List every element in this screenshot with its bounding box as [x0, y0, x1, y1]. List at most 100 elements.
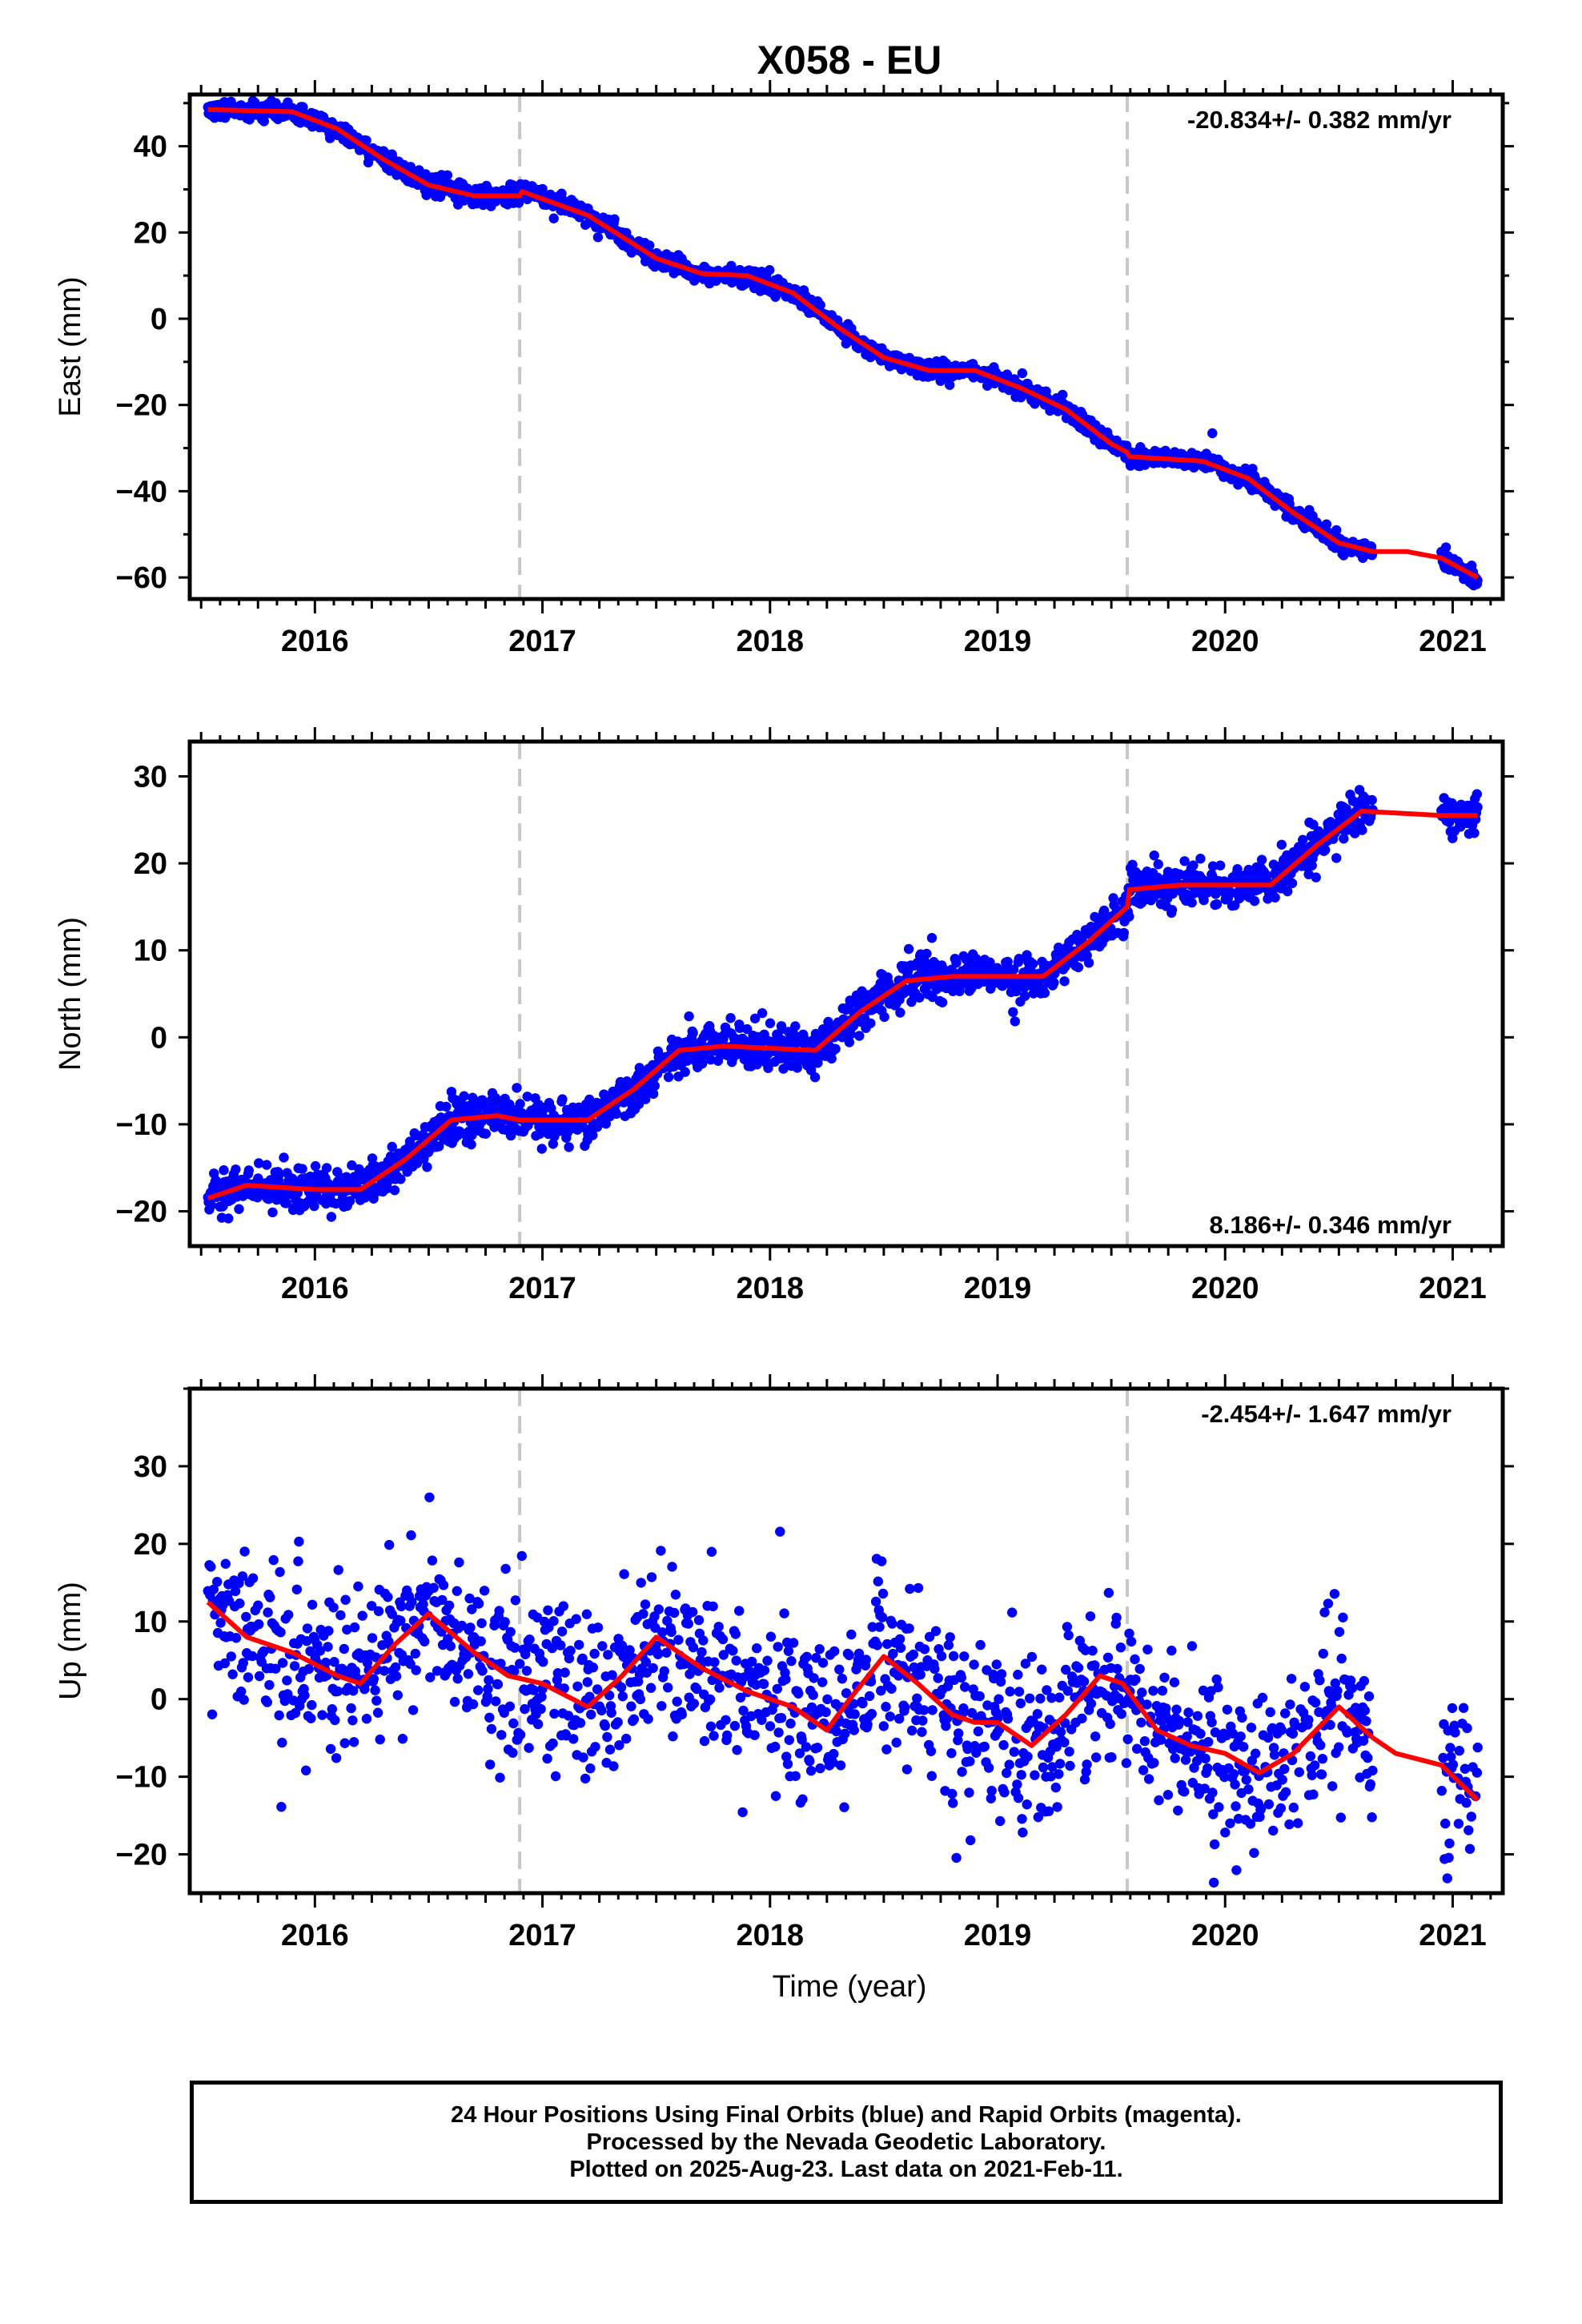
data-point	[589, 1648, 600, 1659]
data-point	[320, 1657, 331, 1668]
data-point	[619, 1569, 629, 1579]
data-point	[670, 1590, 681, 1600]
data-point	[973, 1726, 984, 1737]
data-point	[234, 1204, 244, 1214]
data-point	[238, 1658, 248, 1668]
data-point	[477, 1095, 488, 1105]
data-point	[805, 1766, 817, 1776]
data-point	[776, 1713, 787, 1723]
data-point	[396, 1615, 406, 1626]
data-point	[1017, 1814, 1027, 1824]
data-point	[219, 1658, 231, 1669]
data-point	[1030, 1770, 1040, 1780]
data-point	[297, 1164, 307, 1174]
data-point	[1188, 860, 1199, 870]
data-point	[1017, 368, 1028, 379]
data-point	[396, 1174, 406, 1184]
data-point	[714, 1683, 725, 1693]
data-point	[783, 1646, 794, 1656]
x-tick-label: 2020	[1191, 1272, 1259, 1305]
data-point	[947, 1788, 958, 1799]
data-point	[1047, 1762, 1058, 1772]
data-point	[781, 1674, 791, 1685]
data-point	[565, 1646, 576, 1656]
data-point	[1016, 1770, 1026, 1780]
data-point	[241, 1611, 251, 1622]
data-point	[663, 1072, 674, 1083]
data-point	[614, 1740, 624, 1751]
data-point	[1010, 1016, 1021, 1027]
x-tick-label: 2020	[1191, 625, 1259, 658]
data-point	[1249, 895, 1260, 907]
data-point	[895, 1007, 905, 1018]
data-point	[335, 1610, 346, 1621]
data-point	[877, 1556, 887, 1566]
x-tick-label: 2018	[737, 1272, 805, 1305]
data-point	[323, 1642, 333, 1652]
data-point	[1052, 1802, 1062, 1812]
data-point	[389, 1185, 400, 1196]
data-point	[226, 1651, 236, 1662]
data-point	[321, 1163, 332, 1173]
data-point	[293, 1556, 303, 1566]
data-point	[713, 1622, 724, 1632]
data-point	[770, 1791, 781, 1801]
data-point	[964, 1787, 974, 1798]
data-point	[231, 1633, 242, 1643]
data-point	[1124, 911, 1134, 922]
data-point	[499, 1707, 509, 1718]
data-point	[983, 1763, 994, 1773]
data-point	[408, 1705, 419, 1715]
data-point	[734, 1023, 745, 1033]
data-point	[722, 1730, 733, 1741]
data-point	[1009, 964, 1019, 975]
data-point	[826, 1053, 837, 1064]
data-point	[397, 1734, 408, 1744]
data-point	[1153, 859, 1163, 870]
data-point	[243, 1165, 254, 1176]
data-point	[477, 1666, 488, 1676]
data-point	[725, 1013, 736, 1023]
data-point	[279, 1152, 289, 1163]
data-point	[344, 1196, 355, 1206]
data-point	[687, 1606, 698, 1618]
data-point	[891, 1737, 901, 1748]
chart-title: X058 - EU	[757, 38, 942, 82]
data-point	[348, 1737, 359, 1747]
data-point	[905, 1583, 915, 1594]
data-point	[442, 170, 453, 180]
data-point	[873, 1576, 884, 1586]
data-point	[957, 1767, 967, 1777]
data-point	[1073, 962, 1084, 973]
data-point	[806, 1702, 817, 1713]
data-point	[303, 1663, 314, 1675]
data-point	[669, 1607, 680, 1618]
data-point	[468, 1699, 479, 1710]
data-point	[253, 1173, 263, 1184]
data-point	[835, 1760, 846, 1771]
data-point	[1166, 905, 1178, 915]
data-point	[558, 1601, 568, 1611]
data-point	[645, 1683, 656, 1693]
data-point	[737, 1807, 748, 1818]
data-point	[592, 1622, 604, 1633]
data-point	[849, 1725, 860, 1735]
y-tick-label: −10	[116, 1108, 167, 1142]
east-model-line	[207, 107, 1480, 580]
data-point	[742, 1023, 753, 1035]
data-point	[867, 1622, 877, 1632]
data-point	[1043, 1806, 1054, 1816]
data-point	[227, 1669, 238, 1679]
data-point	[759, 1665, 770, 1675]
data-point	[1276, 839, 1287, 850]
data-point	[437, 1594, 448, 1606]
data-point	[900, 1702, 910, 1713]
data-point	[917, 1715, 928, 1726]
data-point	[638, 1609, 648, 1619]
data-point	[574, 1639, 584, 1651]
y-tick-label: 20	[134, 847, 167, 881]
data-point	[966, 1835, 976, 1846]
y-tick-label: 30	[134, 760, 167, 794]
data-point	[815, 300, 825, 311]
data-point	[536, 1703, 546, 1715]
